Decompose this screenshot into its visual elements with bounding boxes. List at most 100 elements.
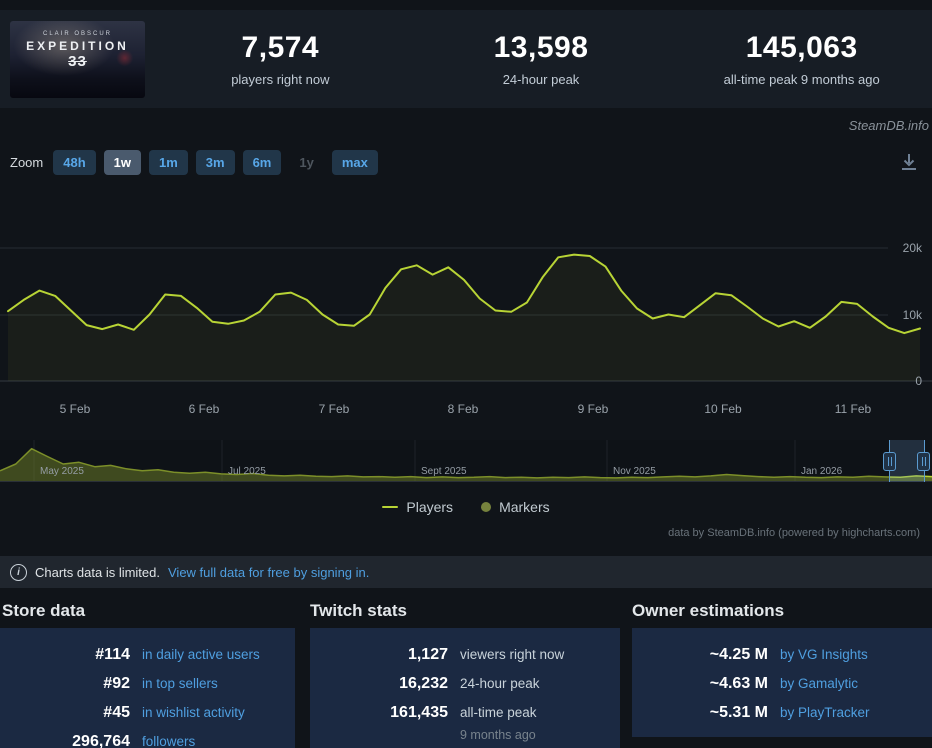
rank-value: #114 <box>95 645 130 663</box>
legend-label: Players <box>406 499 454 515</box>
twitch-stats-panel: 1,127 viewers right now 16,232 24-hour p… <box>310 628 620 748</box>
twitch-24h-peak-label: 24-hour peak <box>460 676 540 691</box>
circle-symbol-icon <box>481 502 492 512</box>
x-axis-tick: 5 Feb <box>59 402 91 416</box>
navigator-tick: Jul 2025 <box>228 466 266 477</box>
table-row: ~4.25 M by VG Insights <box>632 640 932 669</box>
navigator-mask <box>0 440 889 482</box>
store-data-title: Store data <box>2 601 86 620</box>
navigator-handle-left[interactable] <box>883 452 896 471</box>
chart-credits: data by SteamDB.info (powered by highcha… <box>668 527 920 539</box>
stat-value: 7,574 <box>241 31 320 64</box>
y-axis-tick-0: 0 <box>915 374 922 388</box>
navigator-tick: May 2025 <box>40 466 84 477</box>
stat-value: 13,598 <box>493 31 589 64</box>
stat-label: players right now <box>231 72 330 87</box>
twitch-viewers-label: viewers right now <box>460 647 565 662</box>
x-axis-tick: 10 Feb <box>704 402 742 416</box>
table-row: 161,435 all-time peak <box>310 698 620 727</box>
header: CLAIR OBSCUR EXPEDITION 33 7,574 players… <box>0 10 932 108</box>
zoom-button-48h[interactable]: 48h <box>53 150 96 175</box>
twitch-alltime-peak-label: all-time peak <box>460 705 537 720</box>
chart-navigator[interactable] <box>0 440 932 482</box>
table-row: #45 in wishlist activity <box>0 698 295 727</box>
zoom-button-6m[interactable]: 6m <box>242 150 282 175</box>
owner-estimations-title: Owner estimations <box>632 601 785 620</box>
playtracker-link[interactable]: by PlayTracker <box>780 705 870 720</box>
zoom-button-1m[interactable]: 1m <box>148 150 188 175</box>
twitch-alltime-peak-age: 9 months ago <box>460 728 536 742</box>
navigator-tick: Jan 2026 <box>801 466 843 477</box>
top-sellers-link[interactable]: in top sellers <box>142 676 218 691</box>
x-axis-tick: 8 Feb <box>447 402 479 416</box>
store-data-panel: #114 in daily active users #92 in top se… <box>0 628 295 748</box>
vg-insights-link[interactable]: by VG Insights <box>780 647 868 662</box>
legend-item-markers[interactable]: Markers <box>481 499 550 515</box>
x-axis-tick: 6 Feb <box>188 402 220 416</box>
players-line <box>7 253 921 335</box>
legend-item-players[interactable]: Players <box>382 499 453 515</box>
game-capsule-image: CLAIR OBSCUR EXPEDITION 33 <box>10 21 145 98</box>
zoom-button-1y: 1y <box>289 150 323 175</box>
stat-24h-peak: 13,598 24-hour peak <box>411 10 672 108</box>
y-axis-tick-20k: 20k <box>902 241 922 255</box>
x-axis-tick: 9 Feb <box>577 402 609 416</box>
twitch-alltime-peak-value: 161,435 <box>390 703 448 721</box>
legend-label: Markers <box>499 499 550 515</box>
limited-data-notice: i Charts data is limited. View full data… <box>0 556 932 588</box>
x-axis-tick: 7 Feb <box>318 402 350 416</box>
daily-active-users-link[interactable]: in daily active users <box>142 647 260 662</box>
info-icon: i <box>10 563 27 581</box>
rank-value: #92 <box>103 674 130 692</box>
table-row: 296,764 followers <box>0 727 295 748</box>
x-axis-tick: 11 Feb <box>834 402 872 416</box>
owners-value: ~4.25 M <box>709 645 768 663</box>
stat-players-now: 7,574 players right now <box>150 10 411 108</box>
navigator-tick: Nov 2025 <box>613 466 656 477</box>
zoom-button-3m[interactable]: 3m <box>195 150 235 175</box>
navigator-area <box>0 448 932 481</box>
twitch-viewers-value: 1,127 <box>407 645 448 663</box>
players-chart[interactable] <box>0 185 932 385</box>
zoom-toolbar: Zoom 48h 1w 1m 3m 6m 1y max <box>10 149 378 176</box>
owners-value: ~4.63 M <box>709 674 768 692</box>
twitch-24h-peak-value: 16,232 <box>399 674 448 692</box>
game-logo: CLAIR OBSCUR EXPEDITION 33 <box>10 31 145 70</box>
stat-value: 145,063 <box>745 31 858 64</box>
navigator-tick: Sept 2025 <box>421 466 467 477</box>
players-area <box>8 254 920 381</box>
header-stats: 7,574 players right now 13,598 24-hour p… <box>150 10 932 108</box>
table-row: 16,232 24-hour peak <box>310 669 620 698</box>
zoom-button-max[interactable]: max <box>331 150 378 175</box>
followers-link[interactable]: followers <box>142 734 196 748</box>
twitch-stats-title: Twitch stats <box>310 601 407 620</box>
y-axis-tick-10k: 10k <box>902 308 922 322</box>
navigator-line <box>0 447 932 479</box>
game-logo-title: EXPEDITION <box>26 39 129 53</box>
download-icon <box>902 154 916 170</box>
table-row: ~4.63 M by Gamalytic <box>632 669 932 698</box>
wishlist-activity-link[interactable]: in wishlist activity <box>142 705 245 720</box>
game-logo-number: 33 <box>68 53 87 70</box>
followers-value: 296,764 <box>72 732 130 748</box>
table-row: #92 in top sellers <box>0 669 295 698</box>
navigator-handle-right[interactable] <box>917 452 930 471</box>
table-row: 1,127 viewers right now <box>310 640 620 669</box>
rank-value: #45 <box>103 703 130 721</box>
gamalytic-link[interactable]: by Gamalytic <box>780 676 859 691</box>
owner-estimations-panel: ~4.25 M by VG Insights ~4.63 M by Gamaly… <box>632 628 932 737</box>
sign-in-link[interactable]: View full data for free by signing in. <box>168 564 370 580</box>
owners-value: ~5.31 M <box>709 703 768 721</box>
line-symbol-icon <box>382 506 399 508</box>
zoom-button-1w[interactable]: 1w <box>103 150 141 175</box>
notice-text: Charts data is limited. <box>35 564 160 580</box>
game-logo-subtitle: CLAIR OBSCUR <box>42 31 112 37</box>
stat-label: all-time peak 9 months ago <box>723 72 880 87</box>
chart-legend: Players Markers <box>0 499 932 515</box>
download-chart-button[interactable] <box>898 151 920 173</box>
stat-alltime-peak: 145,063 all-time peak 9 months ago <box>671 10 932 108</box>
table-row: #114 in daily active users <box>0 640 295 669</box>
zoom-label: Zoom <box>10 155 44 170</box>
stat-label: 24-hour peak <box>502 72 580 87</box>
